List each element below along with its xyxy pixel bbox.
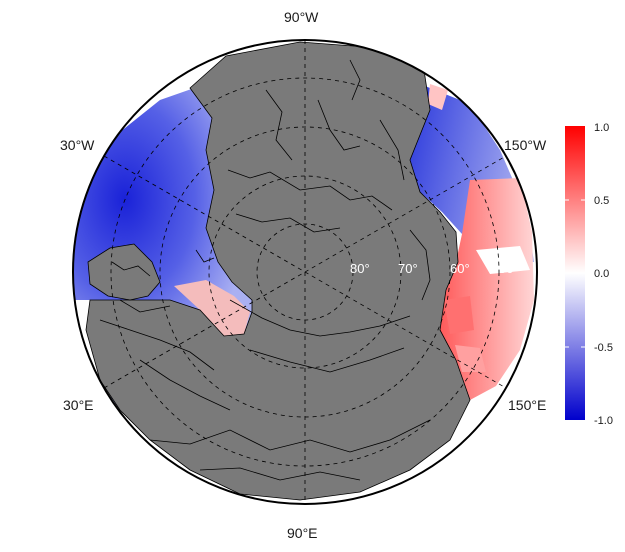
lon-label-30e: 30°E	[63, 397, 94, 413]
lon-label-30w: 30°W	[60, 137, 95, 153]
anomaly-field-pacific	[410, 84, 534, 400]
colorbar-tick-2: 0.5	[594, 195, 609, 207]
colorbar-tick-3: 0.0	[594, 268, 609, 280]
graticule	[103, 40, 507, 504]
lat-label-50: 50°	[499, 261, 519, 276]
colorbar-gradient	[565, 126, 585, 420]
lon-label-150w: 150°W	[504, 137, 547, 153]
colorbar-tick-4: -0.5	[594, 342, 613, 354]
map-disc	[73, 40, 537, 504]
map-border	[72, 39, 538, 505]
colorbar-tick-5: -1.0	[594, 415, 613, 427]
lon-label-90w: 90°W	[284, 9, 319, 25]
colorbar-tick-1: 1.0	[594, 122, 609, 134]
lon-label-90e: 90°E	[287, 525, 318, 541]
lat-label-60: 60°	[450, 261, 470, 276]
coastlines	[99, 59, 431, 481]
land-masses	[85, 41, 471, 501]
lat-label-80: 80°	[350, 261, 370, 276]
lat-label-70: 70°	[398, 261, 418, 276]
colorbar: 1.0 0.5 0.0 -0.5 -1.0	[565, 122, 613, 427]
lon-label-150e: 150°E	[508, 397, 546, 413]
